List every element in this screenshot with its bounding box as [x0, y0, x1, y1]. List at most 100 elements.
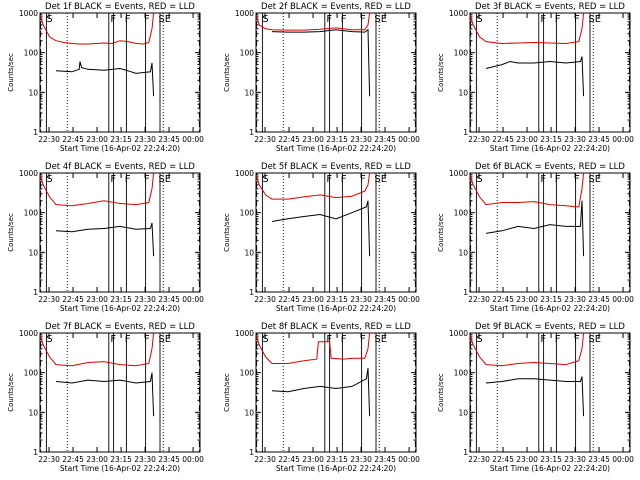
x-tick-label: 22:45: [492, 135, 514, 144]
panel-7: Det 7f BLACK = Events, RED = LLD Counts/s…: [7, 322, 204, 473]
y-tick-label: 100: [24, 209, 39, 218]
marker-label: F: [555, 174, 561, 185]
x-tick-label: 00:00: [398, 135, 420, 144]
y-tick-label: 1: [463, 288, 468, 297]
plot-frame: [255, 12, 417, 133]
x-tick-label: 23:45: [374, 455, 396, 464]
x-tick-label: 00:00: [612, 135, 634, 144]
x-axis-label: Start Time (16-Apr-02 22:24:20): [276, 464, 396, 473]
x-tick-label: 23:45: [588, 135, 610, 144]
marker-label: SE: [158, 14, 171, 25]
marker-label: S: [262, 14, 268, 25]
y-tick-label: 10: [244, 408, 254, 417]
marker-label: F: [574, 174, 580, 185]
y-tick-label: 1000: [19, 9, 38, 18]
y-tick-label: 1000: [235, 329, 254, 338]
x-tick-label: 00:00: [398, 455, 420, 464]
panel-8: Det 8f BLACK = Events, RED = LLD Counts/s…: [223, 322, 420, 473]
x-tick-label: 22:45: [492, 455, 514, 464]
events-series-line: [485, 56, 585, 97]
x-tick-label: 23:45: [374, 295, 396, 304]
y-tick-label: 10: [28, 248, 38, 257]
y-tick-label: 1000: [235, 169, 254, 178]
x-tick-label: 23:15: [326, 135, 348, 144]
events-series-line: [55, 222, 155, 257]
x-tick-label: 22:30: [38, 455, 60, 464]
panel-title: Det 2f BLACK = Events, RED = LLD: [261, 2, 411, 12]
marker-label: F: [360, 174, 366, 185]
x-tick-label: 23:45: [158, 295, 180, 304]
x-axis-label: Start Time (16-Apr-02 22:24:20): [60, 144, 180, 153]
x-tick-label: 23:15: [110, 135, 132, 144]
events-series-line: [271, 368, 371, 417]
panel-6: Det 6f BLACK = Events, RED = LLD Counts/s…: [437, 162, 634, 313]
x-axis-label: Start Time (16-Apr-02 22:24:20): [276, 144, 396, 153]
x-tick-label: 23:00: [302, 295, 324, 304]
plot-frame: [469, 332, 631, 453]
y-tick-label: 1: [33, 128, 38, 137]
x-tick-label: 22:45: [278, 455, 300, 464]
x-tick-label: 23:45: [158, 135, 180, 144]
x-tick-label: 23:00: [86, 455, 108, 464]
plot-frame: [39, 12, 201, 133]
y-axis-label: Counts/sec: [7, 373, 15, 412]
marker-label: F: [540, 14, 546, 25]
x-tick-label: 23:30: [134, 455, 156, 464]
x-axis-label: Start Time (16-Apr-02 22:24:20): [490, 304, 610, 313]
panel-1: Det 1f BLACK = Events, RED = LLD Counts/s…: [7, 2, 204, 153]
x-tick-label: 23:30: [350, 455, 372, 464]
y-axis-label: Counts/sec: [223, 53, 231, 92]
plot-frame: [255, 332, 417, 453]
plot-frame: [255, 172, 417, 293]
x-tick-label: 23:30: [564, 135, 586, 144]
y-tick-label: 10: [28, 408, 38, 417]
y-tick-label: 1000: [449, 9, 468, 18]
y-tick-label: 100: [454, 369, 469, 378]
y-tick-label: 10: [244, 248, 254, 257]
y-tick-label: 10: [28, 88, 38, 97]
y-tick-label: 1000: [449, 169, 468, 178]
x-tick-label: 23:45: [158, 455, 180, 464]
y-tick-label: 1000: [19, 329, 38, 338]
marker-label: S: [476, 14, 482, 25]
marker-label: F: [125, 14, 131, 25]
y-tick-label: 100: [454, 49, 469, 58]
x-tick-label: 23:15: [110, 455, 132, 464]
panel-title: Det 9f BLACK = Events, RED = LLD: [475, 322, 625, 332]
x-tick-label: 00:00: [398, 295, 420, 304]
plot-frame: [39, 172, 201, 293]
marker-label: S: [46, 334, 52, 345]
marker-label: F: [144, 334, 150, 345]
x-tick-label: 23:15: [110, 295, 132, 304]
x-tick-label: 22:45: [62, 455, 84, 464]
marker-label: F: [144, 174, 150, 185]
marker-label: SE: [374, 14, 387, 25]
marker-label: F: [555, 334, 561, 345]
x-tick-label: 22:30: [468, 295, 490, 304]
x-tick-label: 23:45: [588, 295, 610, 304]
marker-label: F: [110, 174, 116, 185]
marker-label: SE: [588, 174, 601, 185]
lld-series-line: [469, 332, 585, 367]
panel-title: Det 7f BLACK = Events, RED = LLD: [45, 322, 195, 332]
panel-5: Det 5f BLACK = Events, RED = LLD Counts/s…: [223, 162, 420, 313]
events-series-line: [271, 28, 371, 97]
marker-label: F: [574, 14, 580, 25]
x-tick-label: 22:30: [254, 135, 276, 144]
marker-label: F: [110, 334, 116, 345]
x-tick-label: 23:15: [540, 295, 562, 304]
x-tick-label: 23:15: [540, 455, 562, 464]
marker-label: F: [125, 334, 131, 345]
marker-label: F: [110, 14, 116, 25]
x-tick-label: 22:30: [38, 295, 60, 304]
marker-label: F: [326, 14, 332, 25]
marker-label: F: [555, 14, 561, 25]
marker-label: F: [574, 334, 580, 345]
y-tick-label: 1000: [235, 9, 254, 18]
x-tick-label: 22:30: [254, 455, 276, 464]
x-tick-label: 22:45: [62, 295, 84, 304]
marker-label: S: [262, 174, 268, 185]
x-tick-label: 23:15: [326, 455, 348, 464]
y-tick-label: 100: [24, 49, 39, 58]
